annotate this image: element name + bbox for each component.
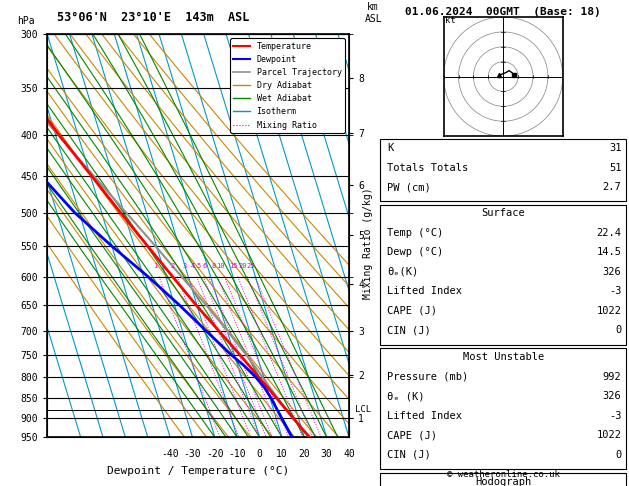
Text: -10: -10: [228, 449, 246, 458]
Text: 40: 40: [343, 449, 355, 458]
Text: CAPE (J): CAPE (J): [387, 306, 437, 316]
Text: K: K: [387, 143, 394, 154]
Bar: [380, 139, 626, 201]
Text: Dewpoint / Temperature (°C): Dewpoint / Temperature (°C): [107, 466, 289, 476]
Text: 14.5: 14.5: [596, 247, 621, 258]
Text: θₑ(K): θₑ(K): [387, 267, 419, 277]
Text: -3: -3: [609, 286, 621, 296]
Text: PW (cm): PW (cm): [387, 182, 431, 192]
Text: Mixing Ratio (g/kg): Mixing Ratio (g/kg): [363, 187, 373, 299]
Text: 326: 326: [603, 267, 621, 277]
Text: Dewp (°C): Dewp (°C): [387, 247, 443, 258]
Text: 0: 0: [257, 449, 262, 458]
Text: -30: -30: [184, 449, 201, 458]
Text: θₑ (K): θₑ (K): [387, 391, 425, 401]
Text: 25: 25: [247, 263, 255, 269]
Text: 1: 1: [153, 263, 157, 269]
Text: km
ASL: km ASL: [364, 2, 382, 24]
Text: 01.06.2024  00GMT  (Base: 18): 01.06.2024 00GMT (Base: 18): [405, 7, 601, 17]
Text: 326: 326: [603, 391, 621, 401]
Bar: [380, 205, 626, 345]
Text: 0: 0: [615, 450, 621, 460]
Text: kt: kt: [445, 16, 456, 25]
Text: Lifted Index: Lifted Index: [387, 286, 462, 296]
Text: 1022: 1022: [596, 306, 621, 316]
Text: 10: 10: [276, 449, 288, 458]
Text: Lifted Index: Lifted Index: [387, 411, 462, 421]
Text: hPa: hPa: [17, 16, 35, 26]
Text: 992: 992: [603, 372, 621, 382]
Text: 4: 4: [191, 263, 194, 269]
Text: 5: 5: [197, 263, 201, 269]
Text: Surface: Surface: [481, 208, 525, 219]
Text: 20: 20: [239, 263, 247, 269]
Text: CAPE (J): CAPE (J): [387, 430, 437, 440]
Legend: Temperature, Dewpoint, Parcel Trajectory, Dry Adiabat, Wet Adiabat, Isotherm, Mi: Temperature, Dewpoint, Parcel Trajectory…: [230, 38, 345, 133]
Text: 51: 51: [609, 163, 621, 173]
Text: 15: 15: [229, 263, 238, 269]
Text: -3: -3: [609, 411, 621, 421]
Text: 1022: 1022: [596, 430, 621, 440]
Bar: [380, 473, 626, 486]
Text: Most Unstable: Most Unstable: [462, 352, 544, 363]
Text: 2: 2: [171, 263, 175, 269]
Text: 30: 30: [321, 449, 333, 458]
Text: 20: 20: [299, 449, 310, 458]
Text: Temp (°C): Temp (°C): [387, 228, 443, 238]
Text: LCL: LCL: [355, 405, 371, 415]
Text: 22.4: 22.4: [596, 228, 621, 238]
Text: 8: 8: [211, 263, 215, 269]
Text: 0: 0: [615, 325, 621, 335]
Text: 10: 10: [216, 263, 225, 269]
Text: 2.7: 2.7: [603, 182, 621, 192]
Text: -40: -40: [162, 449, 179, 458]
Text: -20: -20: [206, 449, 224, 458]
Bar: [380, 348, 626, 469]
Text: 3: 3: [182, 263, 186, 269]
Text: CIN (J): CIN (J): [387, 325, 431, 335]
Text: © weatheronline.co.uk: © weatheronline.co.uk: [447, 469, 560, 479]
Text: 6: 6: [203, 263, 206, 269]
Text: 53°06'N  23°10'E  143m  ASL: 53°06'N 23°10'E 143m ASL: [57, 11, 249, 24]
Text: Hodograph: Hodograph: [475, 477, 532, 486]
Text: CIN (J): CIN (J): [387, 450, 431, 460]
Text: 31: 31: [609, 143, 621, 154]
Text: Pressure (mb): Pressure (mb): [387, 372, 469, 382]
Text: Totals Totals: Totals Totals: [387, 163, 469, 173]
